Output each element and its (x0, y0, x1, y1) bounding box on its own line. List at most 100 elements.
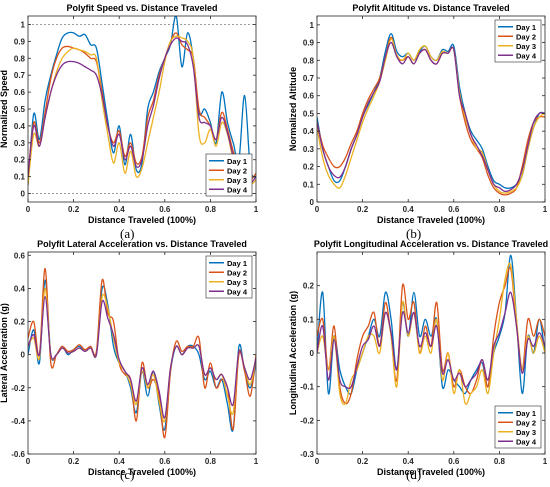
y-tick-label: 0.8 (303, 56, 315, 65)
legend-label-day-2: Day 2 (516, 418, 536, 427)
x-tick-label: 1 (543, 205, 548, 214)
x-tick-label: 1 (254, 457, 259, 466)
y-tick-label: 0.5 (303, 109, 315, 118)
y-axis-label: Normalized Altitude (288, 67, 298, 151)
y-tick-label: 0.9 (303, 39, 315, 48)
series-line-day-2 (317, 267, 545, 403)
legend-label-day-3: Day 3 (227, 176, 247, 185)
x-tick-label: 0.4 (114, 205, 126, 214)
chart-title: Polyfit Speed vs. Distance Traveled (66, 3, 217, 13)
y-tick-label: 0.9 (14, 37, 26, 46)
y-tick-label: 0.6 (14, 251, 26, 260)
series-line-day-1 (28, 280, 256, 431)
legend-label-day-2: Day 2 (227, 268, 247, 277)
chart-title: Polyfit Altitude vs. Distance Traveled (352, 3, 509, 13)
caption-d: (d) (406, 467, 421, 483)
caption-c: (c) (120, 467, 134, 483)
y-tick-label: 0.2 (14, 318, 26, 327)
y-tick-label: -0.2 (300, 416, 314, 425)
legend-label-day-3: Day 3 (516, 428, 536, 437)
legend-label-day-4: Day 4 (516, 51, 537, 60)
y-tick-label: 0.4 (303, 127, 315, 136)
y-tick-label: 0.1 (303, 315, 315, 324)
x-tick-label: 0 (315, 205, 320, 214)
x-tick-label: 0.6 (159, 205, 171, 214)
x-tick-label: 0.6 (159, 457, 171, 466)
x-tick-label: 0.8 (205, 457, 217, 466)
x-tick-label: 0.2 (68, 457, 80, 466)
caption-a: (a) (120, 226, 134, 242)
series-group (317, 255, 545, 404)
series-line-day-4 (28, 297, 256, 418)
x-tick-label: 1 (254, 205, 259, 214)
y-tick-label: 0.7 (303, 74, 315, 83)
y-tick-label: -0.6 (11, 450, 25, 459)
x-tick-label: 0.8 (494, 457, 506, 466)
legend-label-day-4: Day 4 (227, 287, 248, 296)
legend-label-day-3: Day 3 (227, 278, 247, 287)
legend-label-day-4: Day 4 (516, 437, 537, 446)
legend-label-day-1: Day 1 (516, 409, 536, 418)
chart-speed: Polyfit Speed vs. Distance Traveled 0 0.2 0… (0, 3, 259, 225)
y-tick-label: 0.4 (14, 122, 26, 131)
x-tick-label: 0.2 (68, 205, 80, 214)
x-tick-label: 0 (315, 457, 320, 466)
series-line-day-3 (317, 263, 545, 404)
legend-label-day-1: Day 1 (227, 157, 247, 166)
x-axis-label: Distance Traveled (100%) (88, 215, 196, 225)
x-tick-label: 0 (26, 457, 31, 466)
x-tick-label: 0.4 (403, 205, 415, 214)
chart-longitudinal: Polyfit Longitudinal Acceleration vs. Di… (288, 239, 548, 477)
x-tick-label: 0.2 (357, 457, 369, 466)
x-axis-label: Distance Traveled (100%) (377, 467, 485, 477)
y-tick-label: 0 (310, 198, 315, 207)
y-tick-label: 0 (310, 349, 315, 358)
y-tick-label: 0.7 (14, 71, 26, 80)
y-axis-label: Longitudinal Acceleration (g) (288, 291, 298, 415)
y-tick-label: 0.2 (14, 156, 26, 165)
y-tick-label: 0.2 (303, 163, 315, 172)
y-tick-label: 1 (21, 20, 26, 29)
chart-lateral: Polyfit Lateral Acceleration vs. Distanc… (0, 239, 259, 477)
y-tick-label: 0 (21, 351, 26, 360)
legend-label-day-3: Day 3 (516, 42, 536, 51)
series-line-day-4 (317, 43, 545, 192)
y-tick-label: -0.2 (11, 384, 25, 393)
y-tick-label: -0.3 (300, 450, 314, 459)
x-axis-label: Distance Traveled (100%) (377, 215, 485, 225)
y-tick-label: -0.1 (300, 383, 314, 392)
x-tick-label: 0 (26, 205, 31, 214)
y-tick-label: 0.5 (14, 105, 26, 114)
chart-title: Polyfit Lateral Acceleration vs. Distanc… (37, 239, 247, 249)
x-tick-label: 0.8 (205, 205, 217, 214)
y-tick-label: 1 (310, 21, 315, 30)
x-tick-label: 0.2 (357, 205, 369, 214)
y-tick-label: -0.4 (11, 417, 25, 426)
y-tick-label: 0.3 (14, 139, 26, 148)
x-tick-label: 0.4 (114, 457, 126, 466)
series-line-day-3 (28, 288, 256, 422)
y-axis-label: Normalized Speed (0, 70, 9, 148)
series-line-day-1 (317, 255, 545, 394)
legend-label-day-2: Day 2 (227, 166, 247, 175)
y-tick-label: 0.2 (303, 282, 315, 291)
y-tick-label: 0.6 (303, 92, 315, 101)
x-tick-label: 0.8 (494, 205, 506, 214)
y-tick-label: 0.1 (303, 180, 315, 189)
y-axis-label: Lateral Acceleration (g) (0, 303, 9, 403)
x-tick-label: 0.6 (448, 457, 460, 466)
series-line-day-4 (317, 292, 545, 388)
legend-label-day-4: Day 4 (227, 185, 248, 194)
x-axis-label: Distance Traveled (100%) (88, 467, 196, 477)
y-tick-label: 0.4 (14, 284, 26, 293)
legend-label-day-2: Day 2 (516, 32, 536, 41)
y-tick-label: 0 (21, 190, 26, 199)
y-tick-label: 0.6 (14, 88, 26, 97)
x-tick-label: 0.4 (403, 457, 415, 466)
